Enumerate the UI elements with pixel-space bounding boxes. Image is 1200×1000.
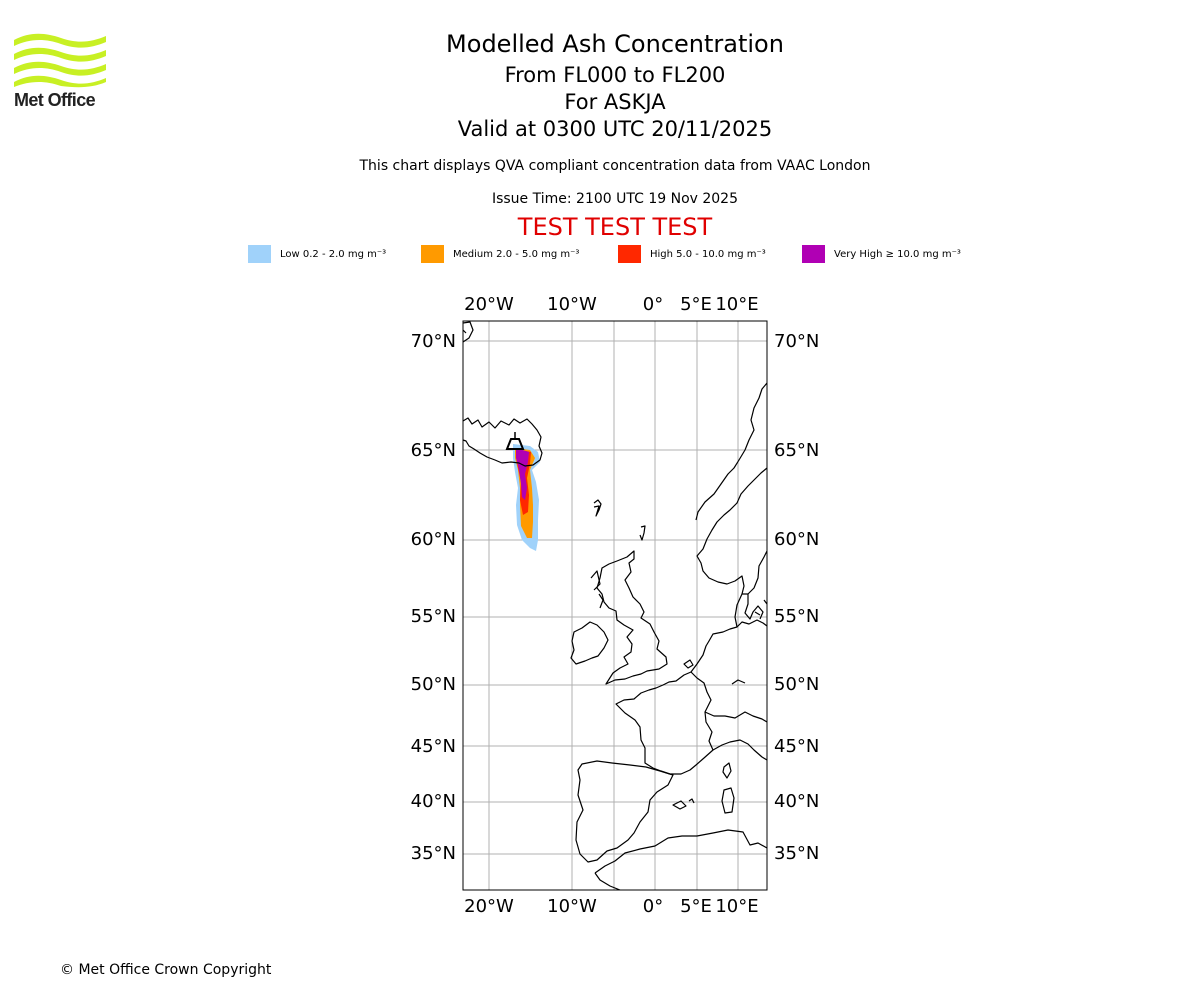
lon-label-top-0: 0° — [643, 294, 663, 315]
ash-plume — [513, 444, 540, 551]
lat-label-left-50n: 50°N — [411, 674, 456, 695]
coast-ireland — [570, 621, 609, 665]
lon-label-bottom-0: 0° — [643, 896, 663, 917]
valid-time: Valid at 0300 UTC 20/11/2025 — [457, 117, 773, 141]
coastlines — [462, 321, 768, 891]
coast-france — [615, 671, 714, 775]
lat-label-right-60n: 60°N — [774, 529, 819, 550]
coast-great-britain — [596, 550, 668, 685]
legend-label-very-high: Very High ≥ 10.0 mg m⁻³ — [834, 248, 961, 260]
copyright-notice: © Met Office Crown Copyright — [60, 962, 272, 978]
coast-low-countries — [690, 619, 768, 673]
coast-faroes — [593, 499, 602, 517]
coast-denmark — [734, 593, 764, 628]
lon-label-top-5e: 5°E — [680, 294, 712, 315]
coast-north-africa — [594, 829, 768, 874]
lat-label-left-35n: 35°N — [411, 843, 456, 864]
test-banner: TEST TEST TEST — [517, 213, 713, 241]
coast-norway-north — [695, 382, 768, 521]
lon-label-bottom-20w: 20°W — [464, 896, 514, 917]
lat-label-left-40n: 40°N — [411, 791, 456, 812]
legend-item-medium: Medium 2.0 - 5.0 mg m⁻³ — [421, 244, 579, 264]
coast-balearics — [672, 798, 695, 810]
lat-label-right-55n: 55°N — [774, 606, 819, 627]
lat-label-right-50n: 50°N — [774, 674, 819, 695]
lon-label-top-10e: 10°E — [715, 294, 758, 315]
lat-label-left-60n: 60°N — [411, 529, 456, 550]
ash-very-high-area — [516, 448, 529, 500]
coast-greenland — [462, 321, 474, 343]
chart-description: This chart displays QVA compliant concen… — [359, 158, 871, 174]
lon-label-bottom-5e: 5°E — [680, 896, 712, 917]
coast-sardinia — [721, 787, 735, 814]
met-office-waves-icon — [14, 33, 106, 88]
map-gridlines — [463, 321, 767, 890]
lon-label-top-10w: 10°W — [547, 294, 597, 315]
lat-label-right-40n: 40°N — [774, 791, 819, 812]
lat-label-right-35n: 35°N — [774, 843, 819, 864]
coast-hebrides — [590, 570, 604, 609]
lon-label-bottom-10e: 10°E — [715, 896, 758, 917]
volcano-marker-icon — [505, 438, 525, 450]
legend-label-medium: Medium 2.0 - 5.0 mg m⁻³ — [453, 248, 580, 260]
lat-label-right-65n: 65°N — [774, 440, 819, 461]
flight-level-range: From FL000 to FL200 — [504, 63, 726, 87]
legend-item-very-high: Very High ≥ 10.0 mg m⁻³ — [802, 244, 961, 264]
met-office-logo-text: Met Office — [14, 90, 96, 110]
coast-iceland — [462, 417, 543, 467]
legend-item-high: High 5.0 - 10.0 mg m⁻³ — [618, 244, 766, 264]
map-frame — [462, 320, 768, 891]
lat-label-right-70n: 70°N — [774, 331, 819, 352]
lon-label-bottom-10w: 10°W — [547, 896, 597, 917]
lat-label-left-70n: 70°N — [411, 331, 456, 352]
coast-iberia — [575, 760, 674, 863]
legend-item-low: Low 0.2 - 2.0 mg m⁻³ — [248, 244, 386, 264]
legend-label-high: High 5.0 - 10.0 mg m⁻³ — [650, 248, 766, 260]
coast-corsica — [722, 762, 732, 779]
issue-time: Issue Time: 2100 UTC 19 Nov 2025 — [491, 191, 739, 207]
lat-label-right-45n: 45°N — [774, 736, 819, 757]
met-office-logo: Met Office — [14, 30, 108, 112]
volcano-name: For ASKJA — [564, 90, 666, 114]
lon-label-top-20w: 20°W — [464, 294, 514, 315]
legend-swatch-high — [618, 245, 641, 263]
lat-label-left-65n: 65°N — [411, 440, 456, 461]
legend-swatch-very-high — [802, 245, 825, 263]
coast-sweden — [747, 550, 768, 595]
coast-italy — [704, 711, 768, 761]
lat-label-left-55n: 55°N — [411, 606, 456, 627]
legend-label-low: Low 0.2 - 2.0 mg m⁻³ — [280, 248, 387, 260]
lat-label-left-45n: 45°N — [411, 736, 456, 757]
coast-norway — [696, 467, 768, 595]
chart-title: Modelled Ash Concentration — [446, 30, 784, 58]
legend-swatch-low — [248, 245, 271, 263]
coast-shetland — [639, 525, 646, 541]
legend-swatch-medium — [421, 245, 444, 263]
